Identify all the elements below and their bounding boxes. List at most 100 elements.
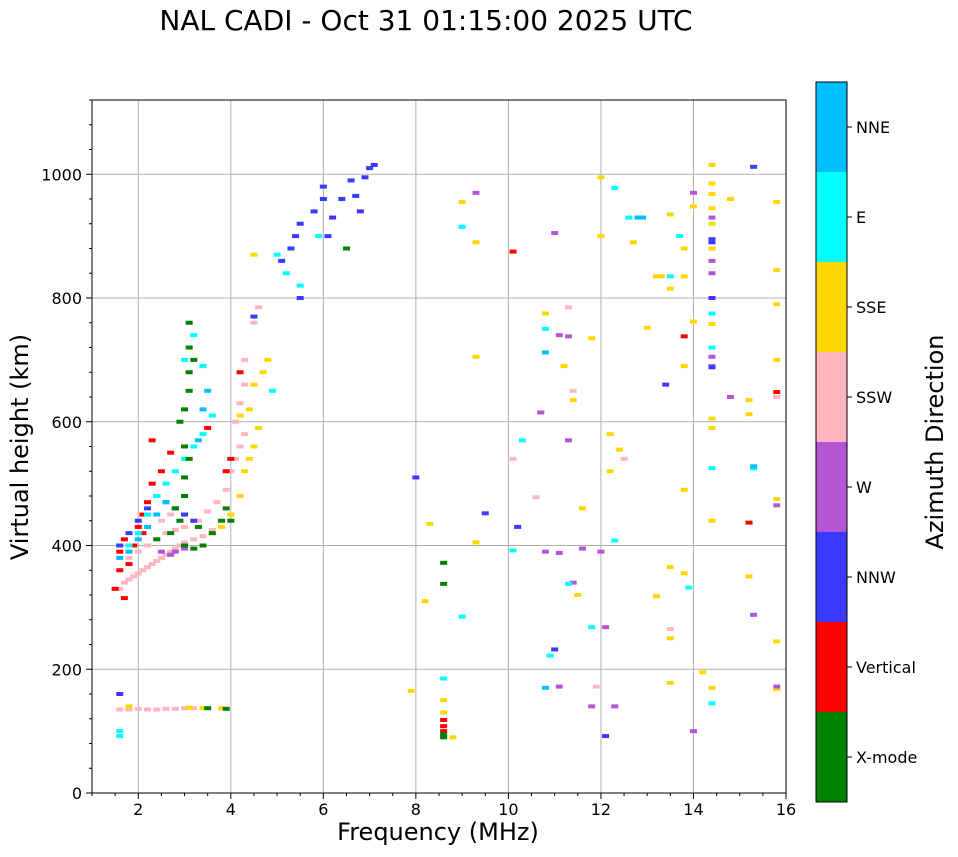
- data-point-w: [588, 704, 596, 709]
- data-point-sse: [657, 274, 665, 279]
- data-point-ssw: [116, 707, 124, 712]
- colorbar-tick-label: NNE: [856, 118, 890, 137]
- data-point-nnw: [287, 246, 295, 251]
- data-point-ssw: [213, 500, 221, 505]
- data-point-nne: [541, 350, 549, 355]
- data-point-w: [611, 704, 619, 709]
- data-point-nne: [204, 388, 212, 393]
- y-tick-label: 400: [51, 537, 82, 556]
- data-point-ssw: [241, 382, 249, 387]
- y-tick-label: 200: [51, 660, 82, 679]
- data-point-ssw: [204, 509, 212, 514]
- data-point-vertical: [167, 450, 175, 455]
- data-point-ssw: [171, 528, 179, 533]
- data-point-sse: [250, 382, 258, 387]
- data-point-nnw: [319, 197, 327, 201]
- data-point-sse: [680, 487, 688, 492]
- data-point-x-mode: [440, 732, 448, 737]
- data-point-sse: [708, 162, 716, 167]
- data-point-nnw: [116, 692, 124, 696]
- data-point-nnw: [324, 234, 332, 239]
- data-point-ssw: [569, 388, 577, 393]
- data-point-e: [116, 729, 124, 734]
- data-point-vertical: [120, 537, 128, 542]
- data-point-ssw: [139, 568, 147, 573]
- data-point-nnw: [370, 162, 378, 167]
- data-point-vertical: [440, 724, 448, 729]
- data-point-nnw: [278, 258, 286, 263]
- colorbar-segment-w: [816, 442, 847, 532]
- data-point-ssw: [125, 577, 133, 582]
- colorbar-segment-sse: [816, 262, 847, 352]
- data-point-w: [565, 438, 573, 443]
- colorbar-tick-label: Vertical: [856, 658, 916, 677]
- data-point-x-mode: [204, 706, 212, 711]
- data-point-x-mode: [167, 531, 175, 536]
- data-point-x-mode: [171, 506, 179, 511]
- data-point-sse: [745, 398, 753, 403]
- colorbar-frame: [815, 81, 848, 803]
- data-point-e: [134, 531, 142, 536]
- colorbar-tick-label: X-mode: [856, 748, 917, 767]
- colorbar-segment-nnw: [816, 532, 847, 622]
- data-point-nnw: [338, 197, 346, 201]
- data-point-nne: [116, 555, 124, 560]
- data-point-w: [171, 549, 179, 554]
- data-point-nnw: [412, 475, 420, 480]
- data-point-nnw: [329, 215, 337, 220]
- data-point-x-mode: [194, 524, 202, 529]
- colorbar-segment-nne: [816, 82, 847, 172]
- data-point-sse: [236, 494, 244, 498]
- data-point-nnw: [319, 184, 327, 189]
- y-tick-label: 600: [51, 413, 82, 432]
- data-point-vertical: [139, 531, 147, 536]
- data-point-sse: [652, 274, 660, 279]
- data-point-e: [296, 283, 304, 288]
- data-point-x-mode: [342, 246, 350, 251]
- data-point-ssw: [592, 684, 600, 689]
- data-point-w: [167, 552, 175, 557]
- data-point-w: [157, 549, 165, 554]
- data-point-ssw: [153, 707, 161, 712]
- data-point-sse: [680, 274, 688, 279]
- data-point-sse: [708, 246, 716, 251]
- data-point-ssw: [134, 706, 142, 711]
- axis-ticks: 2 4 6 8 10 12 14 16 0 200 400 600 800 1000: [41, 99, 796, 819]
- data-point-e: [190, 333, 198, 338]
- data-point-nnw: [352, 193, 360, 198]
- data-point-w: [181, 546, 189, 551]
- data-point-sse: [199, 706, 207, 711]
- data-point-e: [708, 466, 716, 471]
- data-point-nnw: [361, 175, 369, 180]
- data-point-sse: [407, 688, 415, 693]
- data-point-sse: [652, 594, 660, 599]
- data-point-w: [597, 549, 605, 554]
- data-point-sse: [255, 425, 263, 430]
- data-point-x-mode: [440, 560, 448, 565]
- data-point-nnw: [134, 518, 142, 523]
- data-point-ssw: [130, 574, 138, 579]
- data-point-ssw: [241, 357, 249, 362]
- data-point-w: [602, 625, 610, 630]
- data-point-ssw: [227, 469, 235, 474]
- data-point-sse: [708, 181, 716, 186]
- data-point-nnw: [366, 166, 374, 171]
- data-point-ssw: [134, 571, 142, 576]
- data-point-sse: [680, 246, 688, 251]
- data-point-sse: [440, 710, 448, 715]
- data-point-e: [273, 252, 281, 257]
- data-point-w: [689, 190, 697, 195]
- data-point-nnw: [296, 221, 304, 226]
- data-point-nne: [199, 407, 207, 412]
- x-axis-label: Frequency (MHz): [337, 818, 539, 846]
- colorbar: X-mode Vertical NNW W SSW SSE E NNE: [815, 81, 917, 803]
- data-point-vertical: [120, 596, 128, 601]
- chart-title: NAL CADI - Oct 31 01:15:00 2025 UTC: [159, 4, 693, 37]
- data-point-sse: [666, 565, 674, 570]
- data-point-ssw: [171, 706, 179, 711]
- data-point-e: [199, 432, 207, 437]
- data-point-ssw: [120, 580, 128, 585]
- data-point-x-mode: [181, 494, 189, 498]
- data-point-ssw: [509, 456, 517, 461]
- data-point-sse: [773, 302, 781, 307]
